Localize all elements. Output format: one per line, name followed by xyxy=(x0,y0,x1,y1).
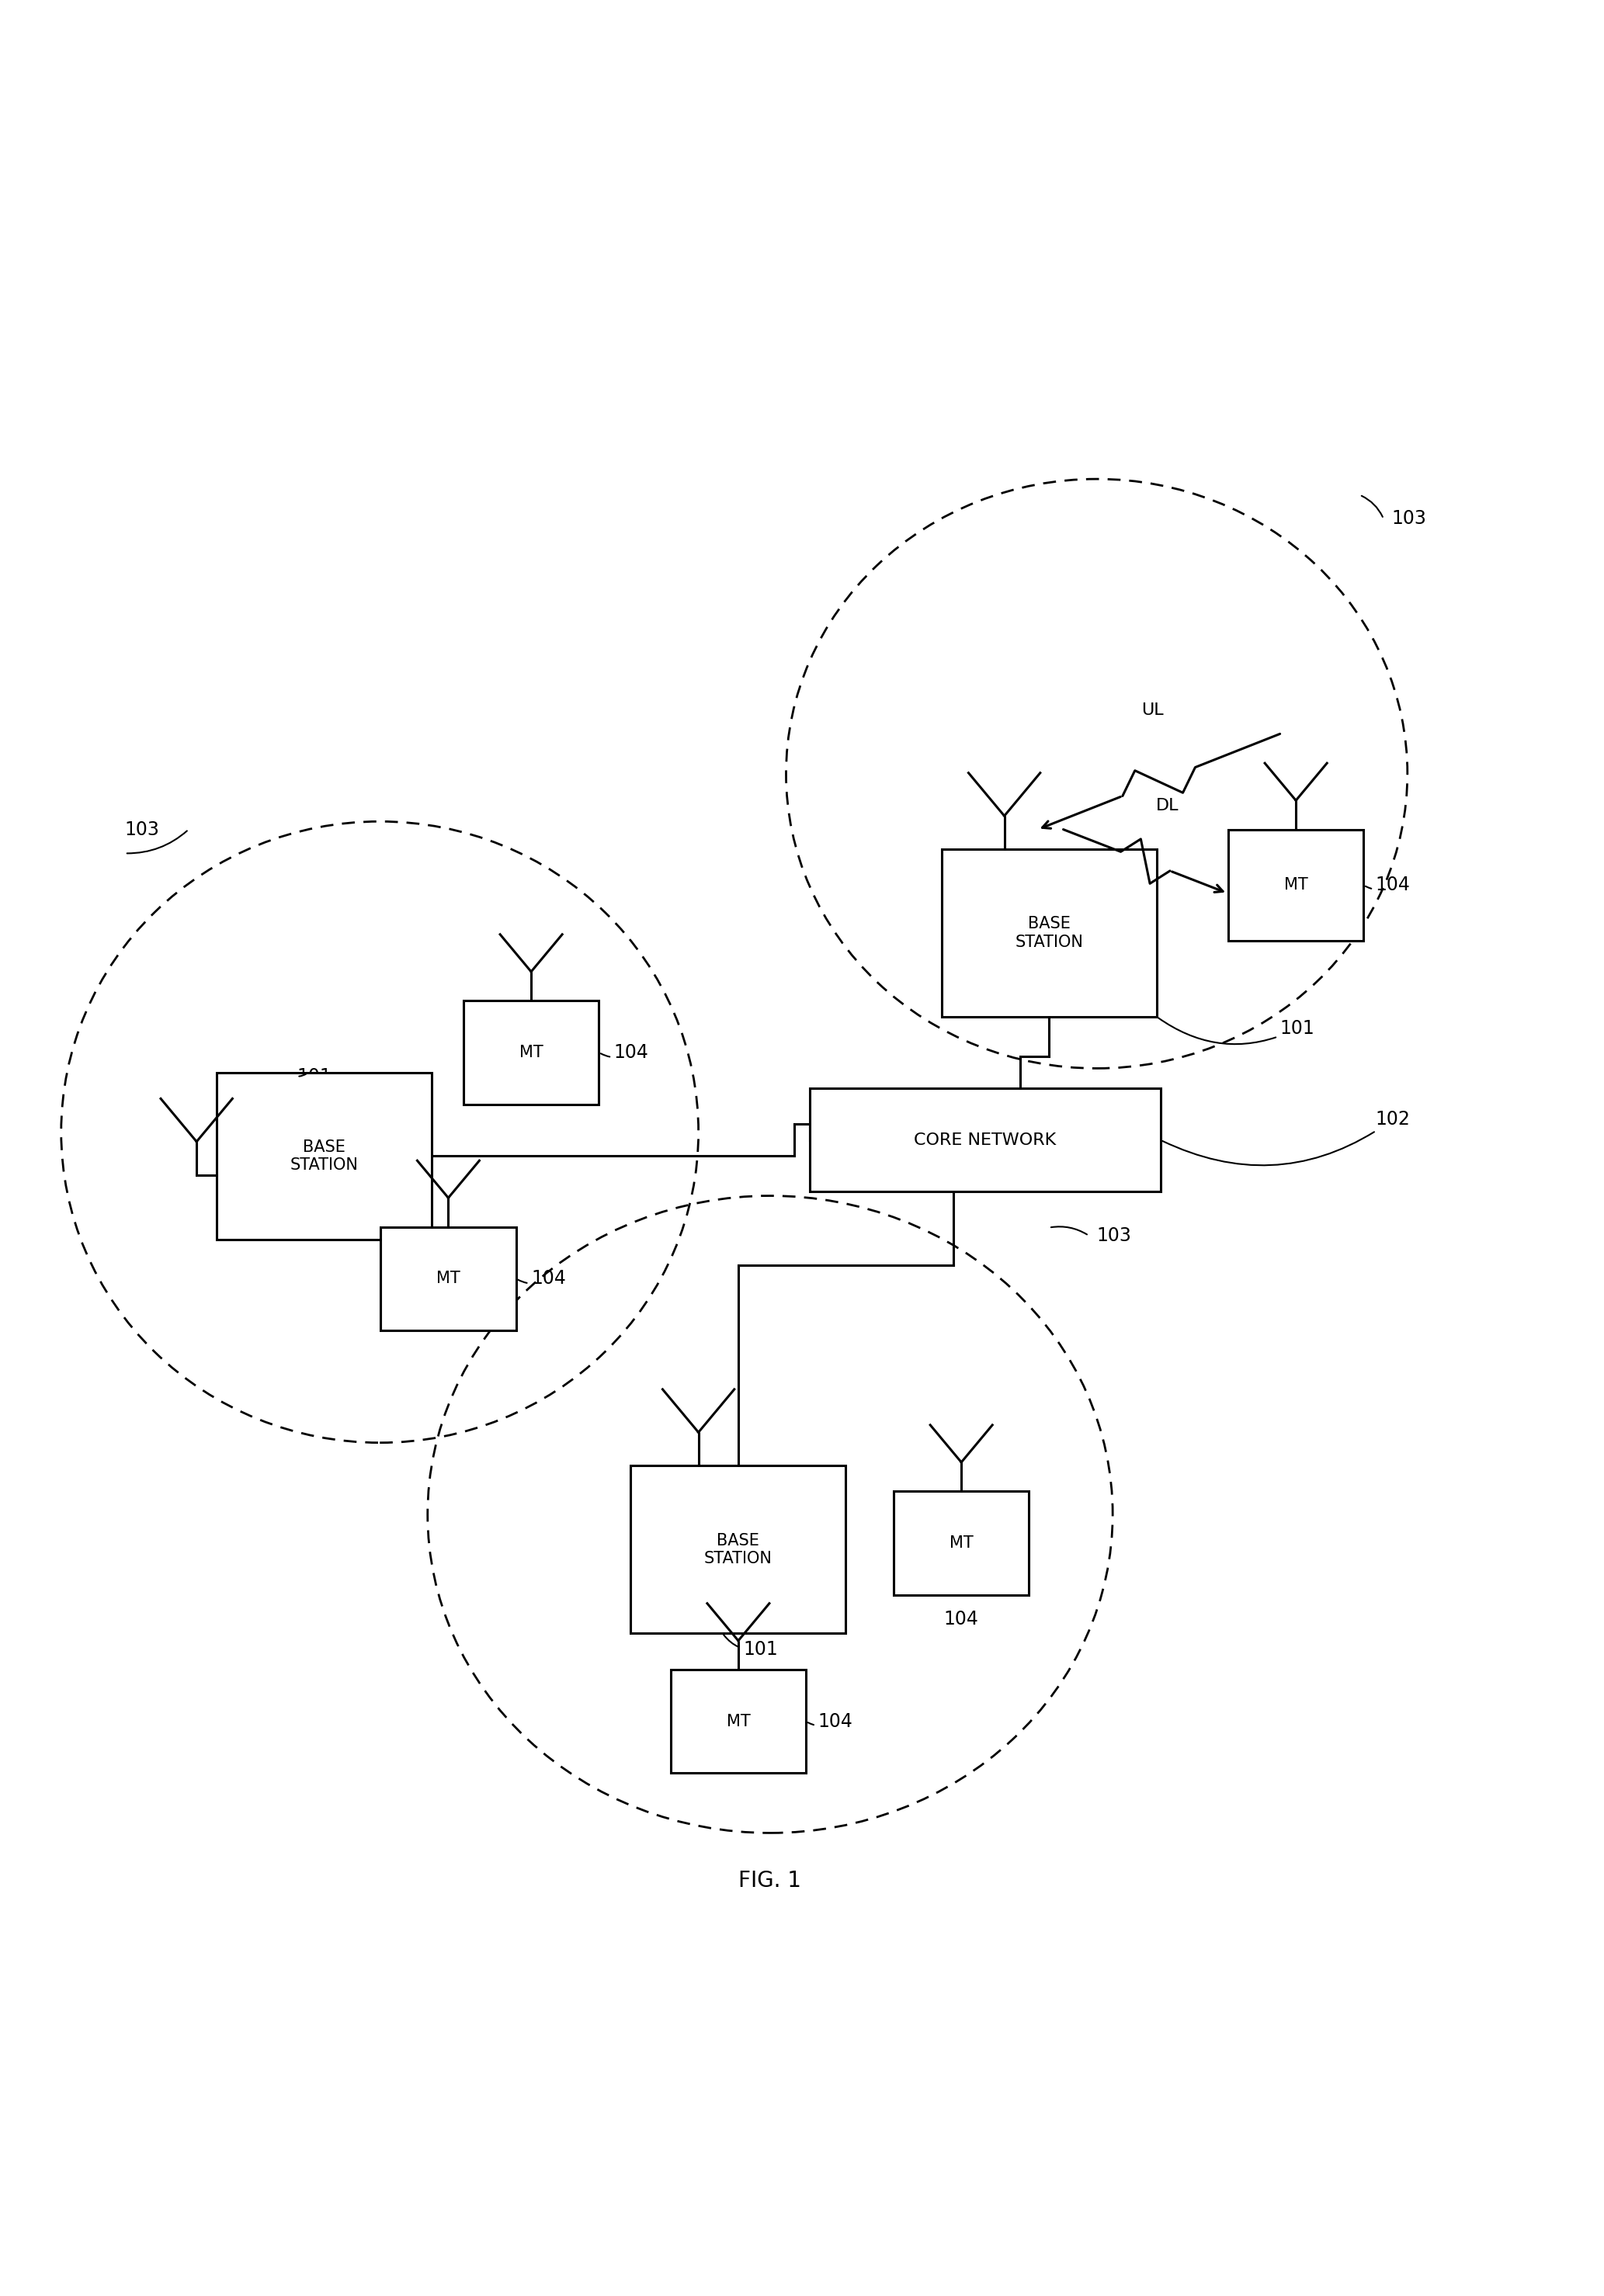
Text: DL: DL xyxy=(1156,797,1179,813)
Text: UL: UL xyxy=(1142,703,1163,719)
Text: 104: 104 xyxy=(518,1270,566,1288)
Bar xyxy=(810,1088,1160,1192)
Text: 103: 103 xyxy=(1392,510,1426,528)
Bar xyxy=(630,1465,845,1632)
Text: 101: 101 xyxy=(723,1635,778,1660)
Bar xyxy=(217,1072,431,1240)
Bar xyxy=(380,1226,516,1329)
Text: CORE NETWORK: CORE NETWORK xyxy=(914,1132,1057,1148)
Text: MT: MT xyxy=(727,1713,751,1729)
Text: 103: 103 xyxy=(125,820,160,838)
Bar xyxy=(942,850,1156,1017)
Text: BASE
STATION: BASE STATION xyxy=(290,1139,358,1173)
Text: 104: 104 xyxy=(943,1609,978,1628)
Text: 104: 104 xyxy=(602,1042,650,1061)
Text: 101: 101 xyxy=(297,1068,332,1086)
Text: FIG. 1: FIG. 1 xyxy=(739,1869,802,1892)
Bar xyxy=(670,1669,805,1773)
Bar xyxy=(1229,829,1363,941)
Bar xyxy=(464,1001,598,1104)
Text: BASE
STATION: BASE STATION xyxy=(704,1534,773,1566)
Text: BASE
STATION: BASE STATION xyxy=(1015,916,1083,951)
Text: 104: 104 xyxy=(1365,875,1410,895)
Text: 101: 101 xyxy=(1158,1017,1315,1045)
Bar xyxy=(893,1492,1030,1596)
Text: MT: MT xyxy=(520,1045,544,1061)
Text: MT: MT xyxy=(1283,877,1307,893)
Text: 103: 103 xyxy=(1097,1226,1131,1244)
Text: 104: 104 xyxy=(808,1713,853,1731)
Text: MT: MT xyxy=(436,1272,460,1286)
Text: 102: 102 xyxy=(1163,1109,1410,1166)
Text: MT: MT xyxy=(950,1536,974,1550)
